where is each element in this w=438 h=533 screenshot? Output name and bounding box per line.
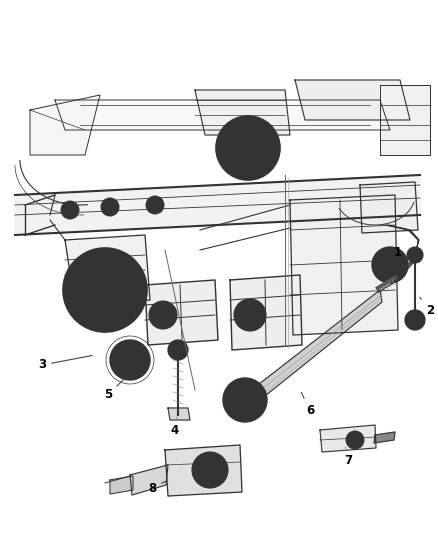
Polygon shape — [290, 195, 398, 335]
Polygon shape — [15, 175, 420, 235]
Circle shape — [241, 306, 259, 324]
Circle shape — [372, 247, 408, 283]
Text: 7: 7 — [344, 448, 352, 466]
Circle shape — [101, 198, 119, 216]
Circle shape — [350, 435, 360, 445]
Circle shape — [150, 200, 160, 210]
Circle shape — [105, 202, 115, 212]
Text: 5: 5 — [104, 377, 126, 401]
Circle shape — [405, 310, 425, 330]
Circle shape — [223, 378, 267, 422]
Polygon shape — [230, 275, 302, 350]
Text: 1: 1 — [394, 246, 404, 268]
Polygon shape — [165, 445, 242, 496]
Text: 6: 6 — [301, 392, 314, 416]
Circle shape — [346, 431, 364, 449]
Polygon shape — [65, 235, 150, 305]
Circle shape — [65, 205, 75, 215]
Polygon shape — [145, 280, 218, 345]
Text: 2: 2 — [420, 297, 434, 317]
Circle shape — [192, 452, 228, 488]
Circle shape — [61, 201, 79, 219]
Circle shape — [410, 315, 420, 325]
Circle shape — [407, 247, 423, 263]
Polygon shape — [168, 408, 190, 420]
Circle shape — [168, 340, 188, 360]
Circle shape — [234, 299, 266, 331]
Circle shape — [216, 116, 280, 180]
Circle shape — [110, 340, 150, 380]
Circle shape — [146, 196, 164, 214]
Polygon shape — [295, 80, 410, 120]
Circle shape — [125, 355, 135, 365]
Text: 4: 4 — [171, 418, 179, 437]
Polygon shape — [245, 290, 382, 408]
Polygon shape — [130, 465, 168, 495]
Circle shape — [411, 251, 419, 259]
Circle shape — [380, 255, 400, 275]
Polygon shape — [320, 425, 376, 452]
Circle shape — [63, 248, 147, 332]
Text: 3: 3 — [38, 356, 92, 372]
Polygon shape — [30, 95, 100, 155]
Circle shape — [232, 387, 258, 413]
Text: 8: 8 — [148, 481, 166, 495]
Polygon shape — [110, 476, 133, 494]
Circle shape — [228, 128, 268, 168]
Polygon shape — [380, 85, 430, 155]
Polygon shape — [374, 432, 395, 443]
Circle shape — [155, 307, 171, 323]
Circle shape — [118, 348, 142, 372]
Circle shape — [240, 140, 256, 156]
Circle shape — [75, 260, 135, 320]
Polygon shape — [195, 90, 290, 135]
Polygon shape — [55, 100, 390, 130]
Circle shape — [200, 460, 220, 480]
Circle shape — [93, 278, 117, 302]
Polygon shape — [360, 182, 418, 233]
Circle shape — [239, 394, 251, 406]
Circle shape — [149, 301, 177, 329]
